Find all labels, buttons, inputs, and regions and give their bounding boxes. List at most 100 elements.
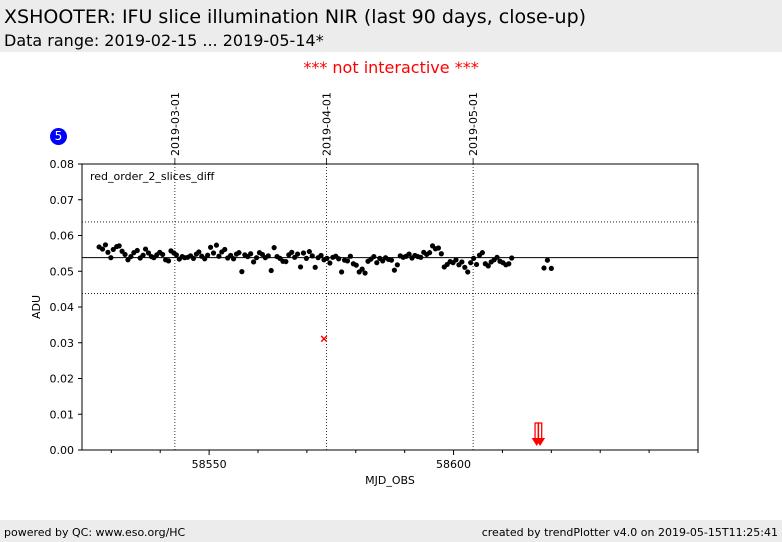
offscale-arrow-shaft [537, 422, 543, 441]
y-tick-label: 0.03 [50, 337, 75, 350]
data-point [108, 255, 114, 261]
data-point [548, 265, 554, 271]
data-point [453, 257, 459, 263]
plot-number-badge: 5 [50, 128, 67, 145]
data-point [473, 261, 480, 268]
header-bar: XSHOOTER: IFU slice illumination NIR (la… [0, 0, 782, 52]
outlier-stroke [320, 335, 328, 343]
data-point [165, 258, 172, 264]
data-point [105, 249, 111, 255]
footer-bar: powered by QC: www.eso.org/HC created by… [0, 520, 782, 542]
y-tick-label: 0.01 [50, 408, 75, 421]
data-point [471, 255, 477, 261]
data-point [391, 267, 397, 273]
data-point [336, 256, 342, 262]
data-point [462, 264, 468, 270]
data-point [160, 251, 166, 258]
data-point [142, 246, 149, 252]
data-point [236, 250, 242, 256]
date-marker-label: 2019-03-01 [169, 92, 182, 156]
panel-label: red_order_2_slices_diff [90, 170, 215, 183]
data-point [190, 255, 197, 261]
y-tick-label: 0.05 [50, 265, 75, 278]
data-point [406, 251, 412, 257]
data-point [359, 266, 365, 272]
y-tick-label: 0.06 [50, 230, 75, 243]
data-point [485, 263, 491, 269]
data-point [465, 269, 471, 275]
y-axis-ticks: 0.00 0.01 0.02 0.03 0.04 0.05 0.06 0.07 0.08 [50, 158, 82, 457]
data-point [297, 264, 304, 270]
data-point [99, 246, 106, 252]
footer-created-by: created by trendPlotter v4.0 on 2019-05-… [481, 526, 778, 539]
data-point [213, 242, 220, 248]
data-point [253, 255, 260, 261]
data-point [102, 242, 109, 248]
not-interactive-notice: *** not interactive *** [303, 58, 479, 77]
y-tick-label: 0.04 [50, 301, 75, 314]
x-tick-label: 58550 [192, 458, 227, 471]
data-point [468, 260, 474, 266]
data-point [362, 270, 368, 276]
data-point [438, 251, 444, 257]
date-marker-label: 2019-04-01 [320, 92, 333, 156]
data-point [327, 260, 333, 266]
data-point [128, 253, 134, 260]
data-point [309, 253, 315, 259]
offscale-arrow-head [535, 438, 546, 446]
offscale-arrows [531, 422, 546, 446]
data-point [271, 245, 277, 251]
data-point [110, 246, 116, 253]
x-axis-ticks: 58550 58600 [110, 450, 699, 471]
data-point [216, 253, 222, 259]
data-point [459, 259, 465, 265]
data-point [435, 245, 441, 251]
data-point [248, 251, 254, 257]
plot-frame [81, 163, 699, 451]
data-point [347, 253, 353, 259]
data-point [268, 267, 274, 274]
data-point [506, 261, 512, 267]
x-tick-label: 58600 [436, 458, 471, 471]
y-tick-label: 0.07 [50, 194, 75, 207]
data-point [339, 269, 345, 275]
data-point [324, 255, 330, 261]
data-point [374, 260, 380, 266]
data-point [388, 257, 395, 263]
data-point [509, 255, 515, 261]
data-point [544, 257, 551, 263]
data-point [134, 247, 140, 254]
data-point [196, 249, 202, 255]
x-axis-title: MJD_OBS [365, 474, 415, 487]
data-point [239, 269, 245, 275]
date-marker-label: 2019-05-01 [467, 92, 480, 156]
data-point [300, 250, 307, 256]
data-point [541, 265, 547, 271]
data-point [306, 248, 312, 255]
data-point [394, 262, 400, 268]
data-point [353, 262, 359, 268]
data-point [295, 251, 301, 257]
data-point [202, 256, 208, 262]
offscale-arrow [535, 422, 546, 446]
data-point [140, 252, 146, 258]
data-point [173, 252, 179, 258]
data-point [222, 246, 228, 253]
data-point [318, 252, 324, 259]
y-tick-label: 0.02 [50, 373, 75, 386]
outlier-points [320, 335, 328, 343]
data-point [205, 252, 211, 258]
data-point [344, 258, 351, 264]
data-point [122, 251, 128, 258]
page-title: XSHOOTER: IFU slice illumination NIR (la… [4, 6, 587, 28]
data-point [283, 258, 289, 265]
footer-powered-by: powered by QC: www.eso.org/HC [4, 526, 186, 539]
outlier-point [320, 335, 328, 343]
data-point [303, 255, 309, 261]
data-point [371, 253, 377, 260]
data-point [289, 249, 295, 255]
y-tick-label: 0.00 [50, 444, 75, 457]
data-point [418, 254, 424, 260]
data-points [96, 242, 554, 276]
